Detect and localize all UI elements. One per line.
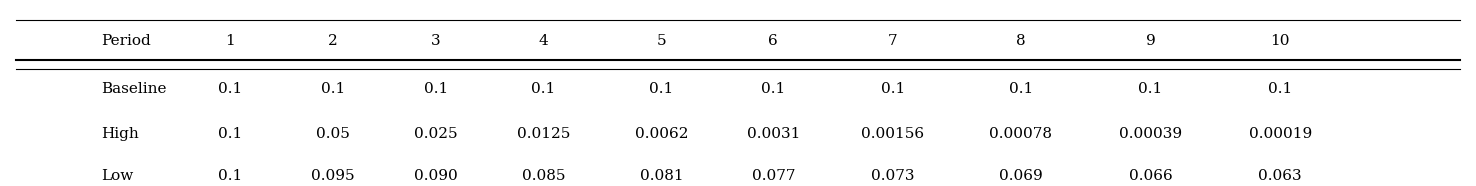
- Text: 0.095: 0.095: [311, 169, 354, 183]
- Text: 0.00019: 0.00019: [1249, 127, 1312, 141]
- Text: 5: 5: [657, 34, 666, 48]
- Text: 0.073: 0.073: [871, 169, 915, 183]
- Text: Period: Period: [102, 34, 152, 48]
- Text: 10: 10: [1271, 34, 1290, 48]
- Text: 0.025: 0.025: [415, 127, 458, 141]
- Text: 0.0031: 0.0031: [747, 127, 800, 141]
- Text: Low: Low: [102, 169, 134, 183]
- Text: 0.1: 0.1: [1138, 82, 1163, 96]
- Text: 0.0062: 0.0062: [635, 127, 688, 141]
- Text: 0.1: 0.1: [762, 82, 785, 96]
- Text: 7: 7: [889, 34, 897, 48]
- Text: 0.1: 0.1: [320, 82, 345, 96]
- Text: 0.085: 0.085: [523, 169, 565, 183]
- Text: 0.069: 0.069: [999, 169, 1042, 183]
- Text: 0.00078: 0.00078: [989, 127, 1052, 141]
- Text: 3: 3: [431, 34, 441, 48]
- Text: 0.00039: 0.00039: [1119, 127, 1182, 141]
- Text: 0.05: 0.05: [316, 127, 350, 141]
- Text: 0.1: 0.1: [217, 82, 242, 96]
- Text: 0.1: 0.1: [1268, 82, 1293, 96]
- Text: 0.1: 0.1: [531, 82, 555, 96]
- Text: 0.1: 0.1: [1008, 82, 1033, 96]
- Text: 8: 8: [1015, 34, 1026, 48]
- Text: High: High: [102, 127, 139, 141]
- Text: 0.081: 0.081: [639, 169, 683, 183]
- Text: 0.1: 0.1: [217, 127, 242, 141]
- Text: 6: 6: [769, 34, 778, 48]
- Text: 0.1: 0.1: [217, 169, 242, 183]
- Text: 4: 4: [539, 34, 549, 48]
- Text: 1: 1: [224, 34, 235, 48]
- Text: 0.00156: 0.00156: [861, 127, 924, 141]
- Text: 0.063: 0.063: [1259, 169, 1302, 183]
- Text: Baseline: Baseline: [102, 82, 167, 96]
- Text: 0.1: 0.1: [649, 82, 673, 96]
- Text: 0.1: 0.1: [424, 82, 449, 96]
- Text: 9: 9: [1145, 34, 1156, 48]
- Text: 0.077: 0.077: [751, 169, 796, 183]
- Text: 0.1: 0.1: [881, 82, 905, 96]
- Text: 0.090: 0.090: [415, 169, 458, 183]
- Text: 0.066: 0.066: [1129, 169, 1172, 183]
- Text: 2: 2: [328, 34, 338, 48]
- Text: 0.0125: 0.0125: [517, 127, 570, 141]
